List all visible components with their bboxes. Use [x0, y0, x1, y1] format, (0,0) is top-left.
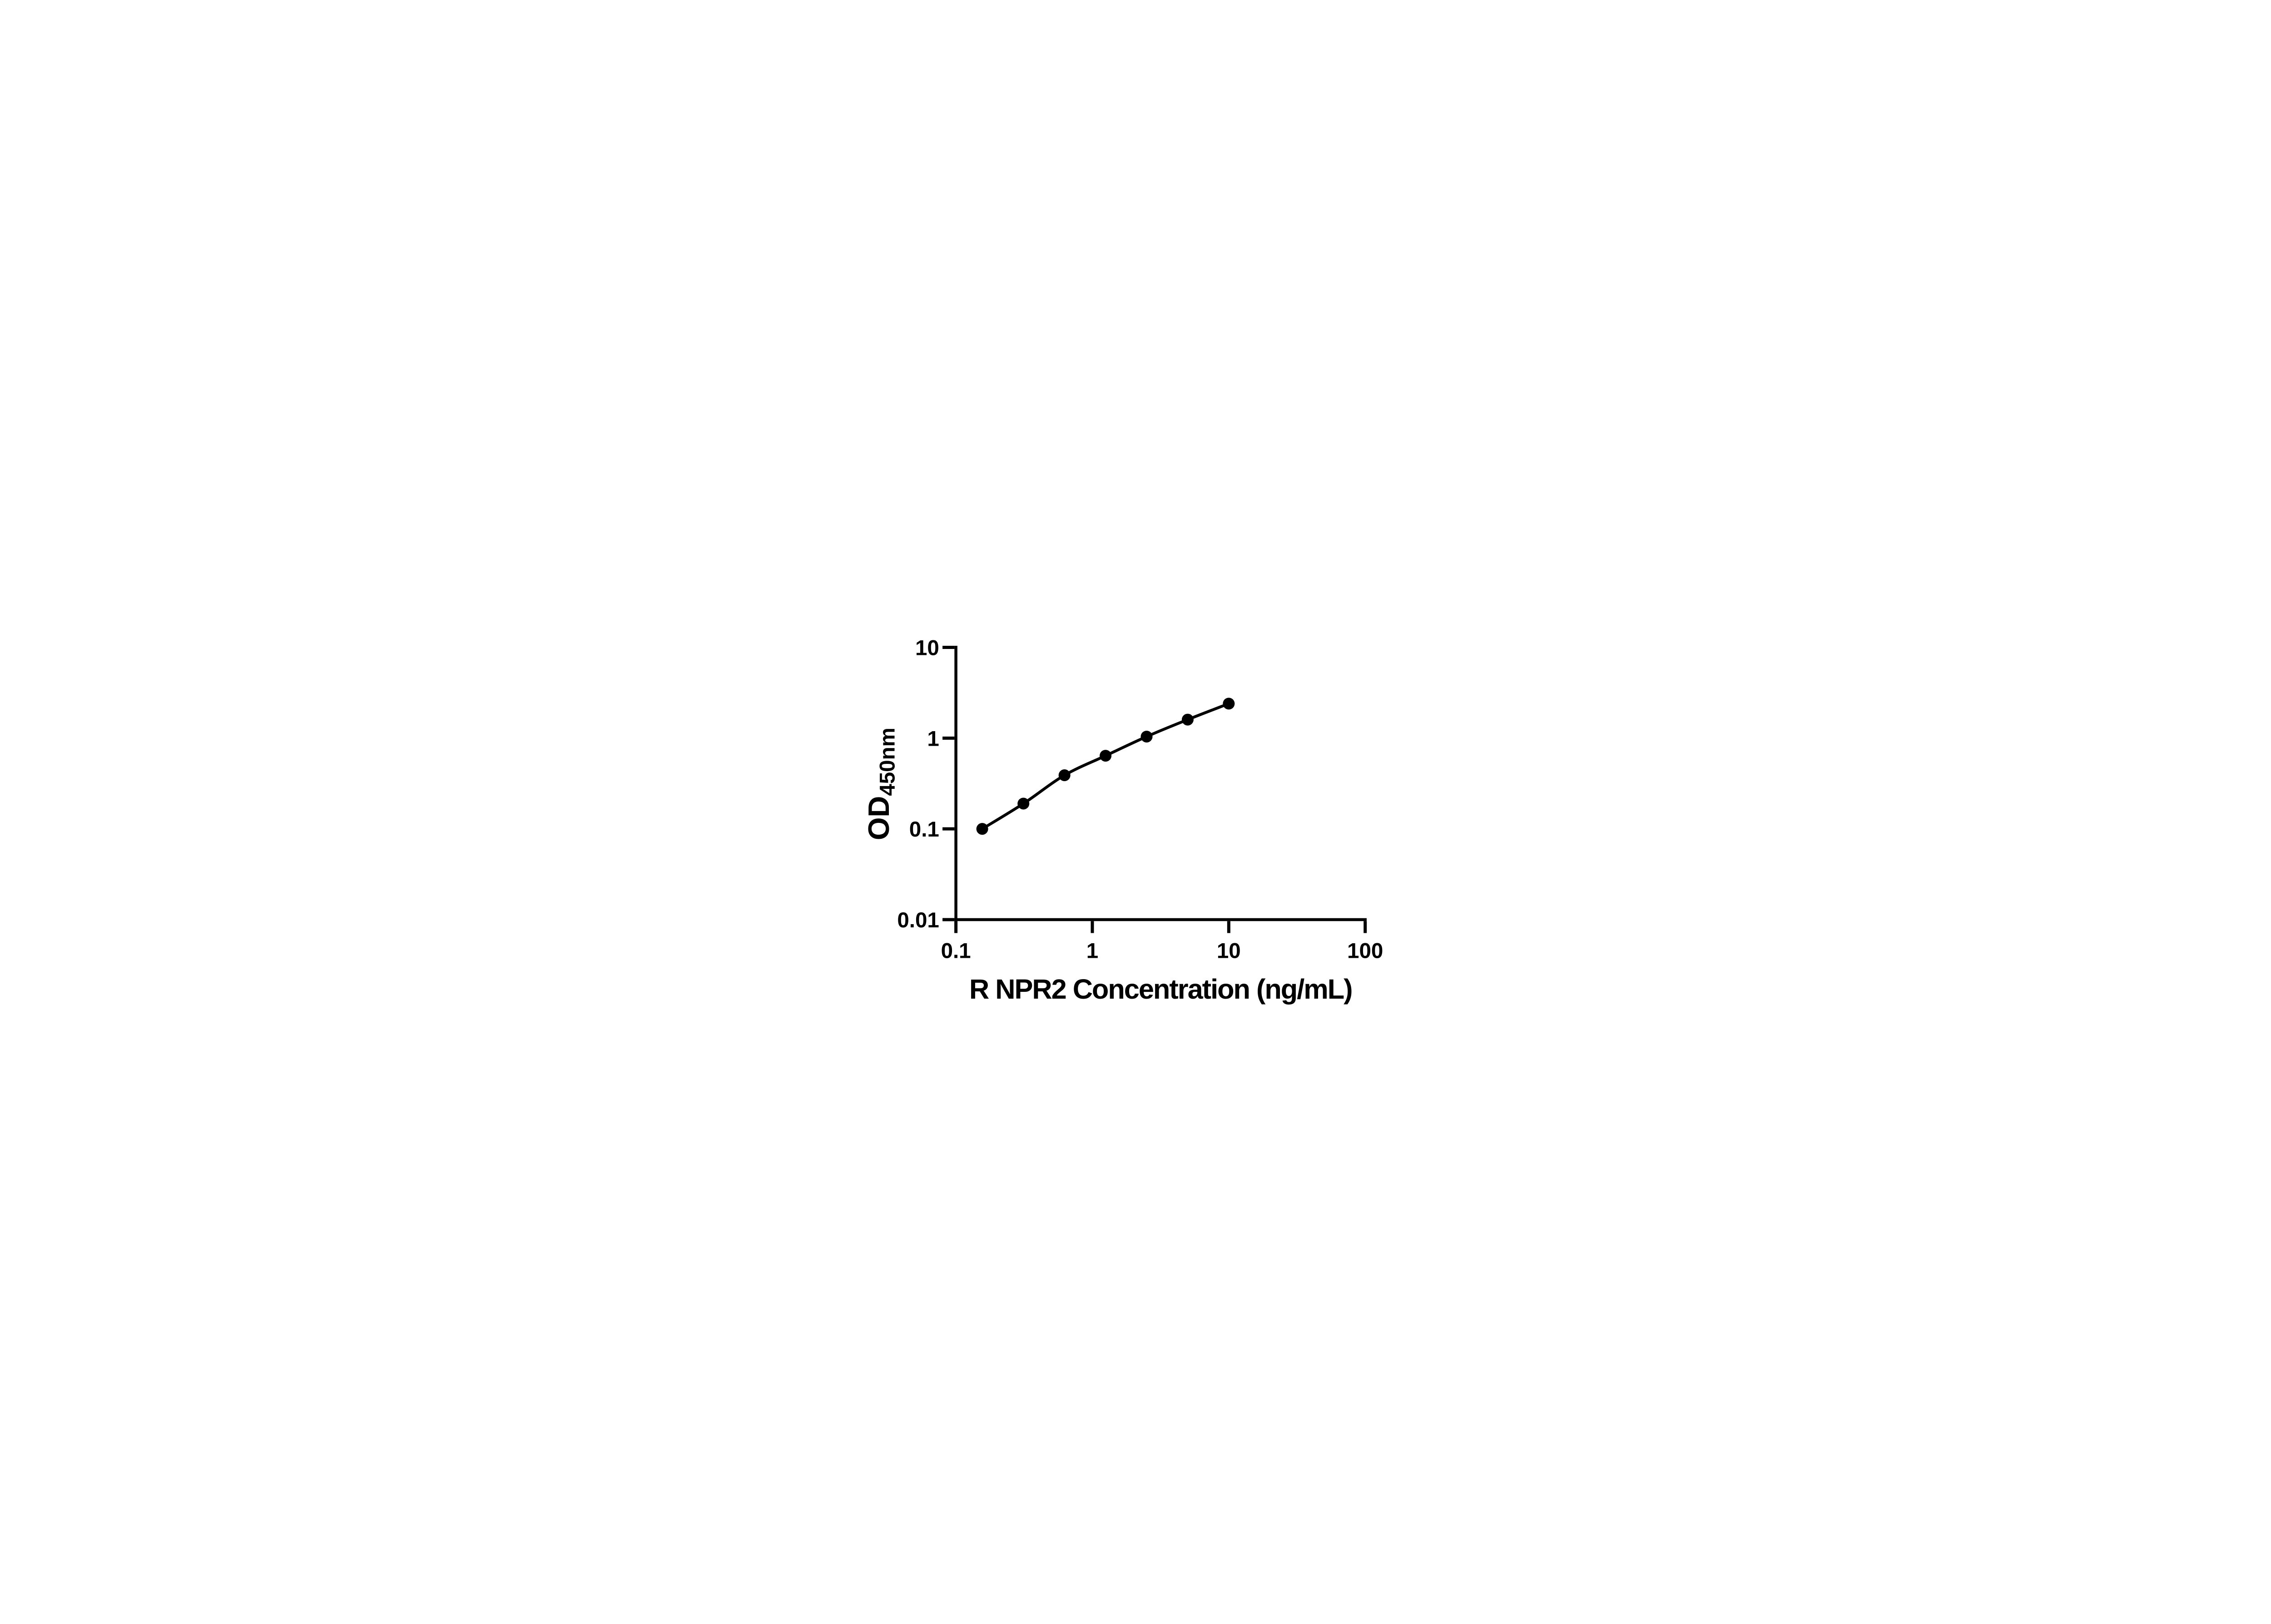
y-tick-label: 1 — [927, 727, 939, 751]
data-point-5 — [1140, 730, 1153, 743]
x-tick-label: 100 — [1347, 939, 1383, 963]
x-axis-title: R NPR2 Concentration (ng/mL) — [969, 974, 1352, 1005]
data-point-2 — [1017, 797, 1030, 810]
y-tick-label: 0.1 — [909, 817, 939, 842]
y-axis-title-base: OD — [862, 796, 895, 840]
elisa-standard-curve-figure: 10 1 0.1 0.01 0.1 1 10 100 R NPR2 Concentration … — [843, 609, 1428, 1015]
data-point-7 — [1223, 698, 1235, 710]
y-axis-title-subscript: 450nm — [876, 728, 900, 796]
y-tick-label: 10 — [915, 636, 939, 660]
x-tick-label: 10 — [1217, 939, 1241, 963]
y-tick-label: 0.01 — [897, 908, 939, 932]
x-tick-label: 1 — [1086, 939, 1098, 963]
y-axis-title: OD450nm — [862, 728, 900, 840]
data-point-4 — [1100, 749, 1112, 762]
x-tick-label: 0.1 — [941, 939, 971, 963]
data-point-3 — [1058, 769, 1071, 781]
data-point-6 — [1181, 713, 1194, 726]
data-point-1 — [976, 823, 988, 835]
